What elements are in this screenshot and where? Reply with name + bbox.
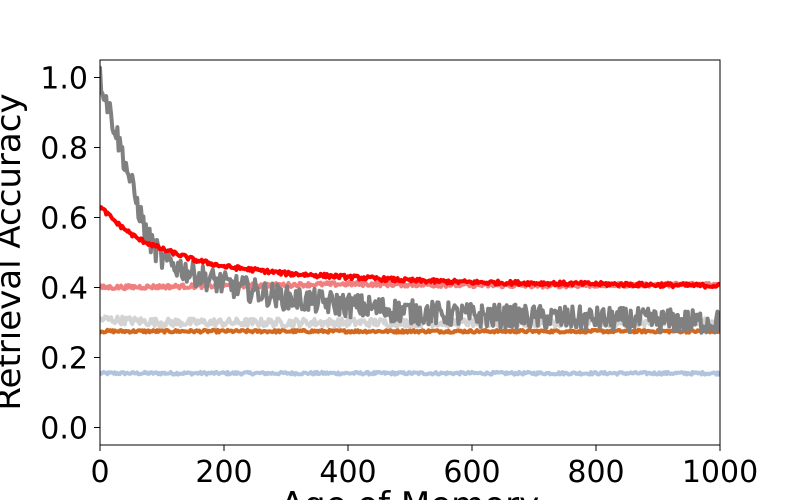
series-layer (100, 65, 720, 377)
y-tick-label: 0.4 (40, 272, 88, 307)
series-line-5 (100, 205, 720, 290)
series-line-4 (100, 65, 720, 335)
y-tick-label: 1.0 (40, 62, 88, 97)
x-tick-label: 600 (443, 455, 500, 490)
x-tick-label: 400 (319, 455, 376, 490)
x-tick-label: 1000 (682, 455, 758, 490)
series-line-0 (100, 369, 720, 377)
series-line-1 (100, 327, 720, 335)
y-tick-label: 0.8 (40, 132, 88, 167)
x-tick-label: 0 (90, 455, 109, 490)
x-axis-title: Age of Memory (281, 485, 539, 500)
y-tick-label: 0.2 (40, 342, 88, 377)
y-axis-title: Retrieval Accuracy (0, 93, 29, 410)
x-tick-label: 200 (195, 455, 252, 490)
tick-layer: 0 200 400 600 800 1000 0.0 0.2 0.4 0.6 0.8 1.0 (40, 62, 758, 491)
y-tick-label: 0.0 (40, 412, 88, 447)
x-tick-label: 800 (567, 455, 624, 490)
y-tick-label: 0.6 (40, 202, 88, 237)
plot-frame (99, 59, 721, 446)
